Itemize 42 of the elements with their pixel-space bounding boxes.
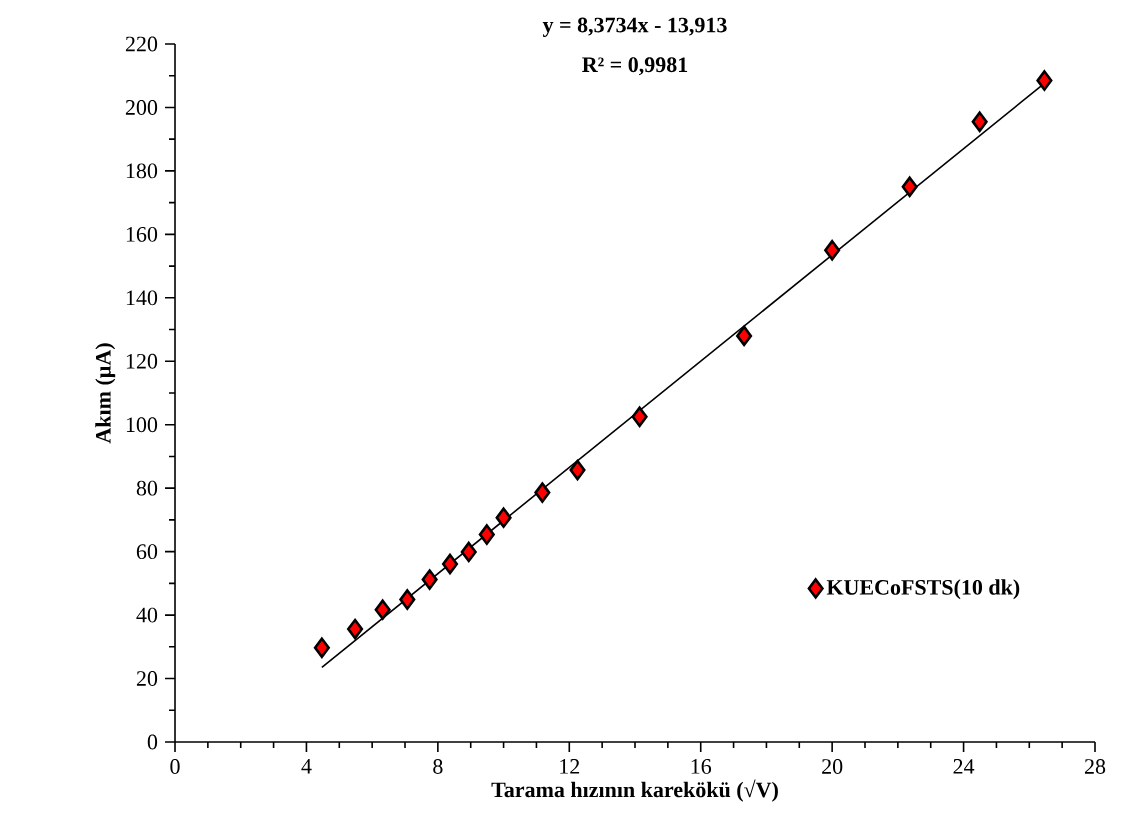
point — [534, 482, 551, 503]
y-tick-label: 180 — [126, 163, 158, 179]
y-tick-label: 0 — [147, 734, 158, 750]
y-tick-label: 120 — [126, 353, 158, 369]
x-tick-label: 4 — [301, 759, 312, 774]
x-tick-label: 24 — [953, 759, 975, 774]
point — [374, 599, 391, 620]
x-tick-label: 28 — [1084, 759, 1106, 774]
legend-label: KUECoFSTS(10 dk) — [826, 579, 1020, 600]
point — [441, 553, 459, 575]
y-tick-label: 60 — [136, 544, 158, 560]
point — [1036, 70, 1053, 91]
point — [347, 618, 364, 640]
y-tick-label: 20 — [136, 671, 158, 686]
x-tick-label: 0 — [170, 759, 180, 774]
y-tick-label: 100 — [126, 417, 158, 433]
point — [460, 541, 477, 563]
point — [631, 406, 648, 428]
x-tick-label: 16 — [691, 759, 712, 774]
point — [421, 569, 438, 590]
point — [824, 239, 841, 261]
y-tick-label: 80 — [136, 480, 158, 496]
x-axis-title: Tarama hızının karekökü (√V) — [491, 779, 778, 802]
y-tick-label: 160 — [126, 226, 158, 242]
y-tick-label: 40 — [136, 607, 158, 623]
point — [971, 111, 988, 133]
x-tick-label: 12 — [560, 759, 580, 774]
y-tick-label: 200 — [125, 100, 158, 115]
point — [569, 459, 586, 481]
y-tick-label: 140 — [126, 290, 158, 306]
annotation: R² = 0,9981 — [582, 57, 688, 76]
y-axis-title: Akım (µA) — [95, 343, 116, 444]
x-tick-label: 20 — [822, 759, 843, 774]
point — [399, 589, 416, 610]
x-tick-label: 8 — [433, 759, 443, 774]
point — [495, 507, 512, 528]
point — [478, 524, 495, 545]
y-tick-label: 220 — [125, 36, 158, 52]
text: y = 8,3734x - 13,913 — [542, 17, 727, 37]
point — [901, 176, 918, 198]
point — [313, 637, 330, 659]
point — [736, 325, 753, 347]
